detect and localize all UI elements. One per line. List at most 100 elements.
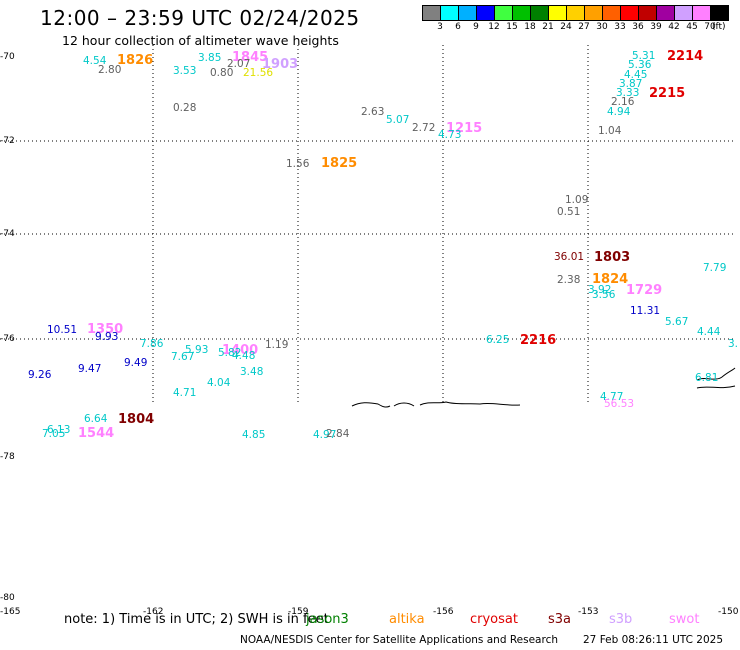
legend-tick: 12	[488, 22, 500, 32]
satellite-altika: altika	[389, 612, 425, 627]
wave-height-value: 7.05	[42, 428, 66, 440]
wave-height-value: 4.85	[242, 429, 266, 441]
pass-time-label: 1350	[87, 322, 124, 337]
wave-height-value: 4.45	[624, 69, 648, 81]
wave-height-value: 21.56	[243, 67, 274, 79]
wave-height-value: 3.	[728, 338, 739, 350]
generated-timestamp: 27 Feb 08:26:11 UTC 2025	[583, 634, 723, 646]
wave-height-value: 2.84	[326, 428, 350, 440]
wave-height-value: 9.93	[95, 331, 119, 343]
wave-height-value: 9.26	[28, 369, 52, 381]
wave-height-value: 5.67	[665, 316, 689, 328]
pass-time-label: 1803	[594, 250, 631, 265]
wave-height-value: 6.13	[47, 424, 71, 436]
wave-height-value: 3.85	[198, 52, 222, 64]
footnote: note: 1) Time is in UTC; 2) SWH is in fe…	[64, 612, 329, 627]
legend-tick: 18	[524, 22, 536, 32]
wave-height-value: 2.63	[361, 106, 385, 118]
wave-height-value: 6.81	[695, 372, 719, 384]
wave-height-value: 4.71	[173, 387, 197, 399]
wave-height-value: 3.87	[619, 78, 643, 90]
wave-height-value: 4.77	[600, 391, 624, 403]
lat-label: -76	[0, 334, 15, 344]
legend-unit: (ft)	[712, 22, 726, 32]
legend-tick: 21	[542, 22, 554, 32]
legend-swatch	[710, 5, 729, 21]
legend-tick: 15	[506, 22, 518, 32]
legend-swatch	[494, 5, 513, 21]
legend-tick: 24	[560, 22, 572, 32]
legend-swatch	[638, 5, 657, 21]
legend-swatch	[512, 5, 531, 21]
legend-swatch	[548, 5, 567, 21]
wave-height-value: 3.92	[588, 284, 612, 296]
legend-tick: 3	[437, 22, 443, 32]
wave-height-value: 6.64	[84, 413, 108, 425]
pass-time-label: 1804	[118, 412, 155, 427]
wave-height-value: 1.04	[598, 125, 622, 137]
legend-swatch	[458, 5, 477, 21]
wave-height-value: 5.82	[218, 347, 242, 359]
wave-height-value: 3.33	[616, 87, 640, 99]
wave-height-value: 4.04	[207, 377, 231, 389]
lat-label: -72	[0, 136, 15, 146]
wave-height-value: 4.94	[607, 106, 631, 118]
wave-height-value: 9.47	[78, 363, 102, 375]
legend-tick: 33	[614, 22, 626, 32]
wave-height-value: 1.19	[265, 339, 289, 351]
legend-swatch	[476, 5, 495, 21]
legend-swatch	[566, 5, 585, 21]
wave-height-value: 1.56	[286, 158, 310, 170]
lon-label: -153	[578, 607, 599, 617]
pass-time-label: 1824	[592, 272, 629, 287]
wave-height-value: 3.53	[173, 65, 197, 77]
legend-tick: 45	[686, 22, 698, 32]
coastline	[351, 367, 736, 408]
legend-tick: 36	[632, 22, 644, 32]
legend-tick: 30	[596, 22, 608, 32]
legend-swatch	[422, 5, 441, 21]
lat-label: -78	[0, 452, 15, 462]
credit-line: NOAA/NESDIS Center for Satellite Applica…	[240, 634, 558, 646]
satellite-jason3: jason3	[306, 612, 349, 627]
pass-time-label: 1903	[262, 57, 299, 72]
wave-height-value: 4.97	[313, 429, 337, 441]
wave-height-value: 2.80	[98, 64, 122, 76]
wave-height-value: 9.49	[124, 357, 148, 369]
wave-height-value: 0.51	[557, 206, 581, 218]
lat-label: -70	[0, 52, 15, 62]
satellite-s3a: s3a	[548, 612, 572, 627]
wave-height-value: 56.53	[604, 398, 635, 410]
pass-time-label: 1215	[446, 121, 483, 136]
pass-time-label: 1845	[232, 50, 269, 65]
wave-height-value: 4.48	[232, 350, 256, 362]
wave-height-value: 2.38	[557, 274, 581, 286]
legend-swatch	[440, 5, 459, 21]
wave-height-value: 7.86	[140, 338, 164, 350]
wave-height-value: 5.36	[628, 59, 652, 71]
wave-height-value: 2.07	[227, 58, 251, 70]
legend-tick: 70	[704, 22, 716, 32]
legend-tick: 9	[473, 22, 479, 32]
wave-height-value: 2.16	[611, 96, 635, 108]
wave-height-value: 3.56	[592, 289, 616, 301]
pass-time-label: 2216	[520, 333, 557, 348]
legend-tick: 39	[650, 22, 662, 32]
legend-swatch	[656, 5, 675, 21]
legend-tick: 6	[455, 22, 461, 32]
page-subtitle: 12 hour collection of altimeter wave hei…	[62, 33, 339, 48]
wave-height-value: 7.79	[703, 262, 727, 274]
wave-height-value: 5.31	[632, 50, 656, 62]
lon-label: -159	[288, 607, 309, 617]
wave-height-value: 3.48	[240, 366, 264, 378]
wave-height-value: 6.25	[486, 334, 510, 346]
wave-height-value: 0.28	[173, 102, 197, 114]
wave-height-value: 11.31	[630, 305, 661, 317]
wave-height-value: 36.01	[554, 251, 585, 263]
wave-height-value: 5.07	[386, 114, 410, 126]
legend-swatch	[674, 5, 693, 21]
lat-label: -80	[0, 593, 15, 603]
pass-time-label: 1826	[117, 53, 154, 68]
legend-tick: 27	[578, 22, 590, 32]
